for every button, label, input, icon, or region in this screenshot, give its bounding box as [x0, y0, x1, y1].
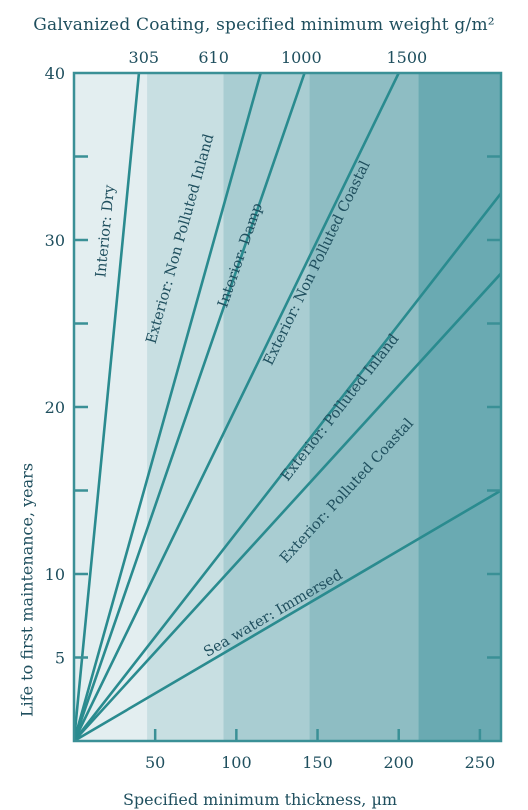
- top-tick-label-305: 305: [129, 48, 160, 67]
- y-tick-label-5: 5: [55, 649, 65, 668]
- coating-band-4: [309, 73, 419, 741]
- y-tick-label-30: 30: [45, 231, 65, 250]
- series-line-exterior-polluted-inland: [74, 191, 501, 741]
- y-tick-label-10: 10: [45, 565, 65, 584]
- x-tick-label-200: 200: [383, 753, 414, 772]
- x-tick-label-100: 100: [221, 753, 252, 772]
- x-axis-title: Specified minimum thickness, µm: [122, 790, 398, 809]
- series-line-interior-damp: [74, 73, 306, 741]
- top-tick-label-1000: 1000: [281, 48, 322, 67]
- y-tick-label-40: 40: [45, 64, 65, 83]
- top-tick-label-610: 610: [198, 48, 229, 67]
- x-tick-label-250: 250: [465, 753, 496, 772]
- series-line-sea-water-immersed: [74, 489, 501, 741]
- series-line-exterior-polluted-coastal: [74, 272, 501, 741]
- top-tick-label-1500: 1500: [386, 48, 427, 67]
- series-line-exterior-non-polluted-coastal: [74, 73, 401, 741]
- series-line-interior-dry: [74, 73, 141, 741]
- x-tick-label-150: 150: [302, 753, 333, 772]
- y-tick-label-20: 20: [45, 398, 65, 417]
- top-axis-title: Galvanized Coating, specified minimum we…: [33, 15, 495, 35]
- series-line-exterior-non-polluted-inland: [74, 73, 263, 741]
- x-tick-label-50: 50: [145, 753, 165, 772]
